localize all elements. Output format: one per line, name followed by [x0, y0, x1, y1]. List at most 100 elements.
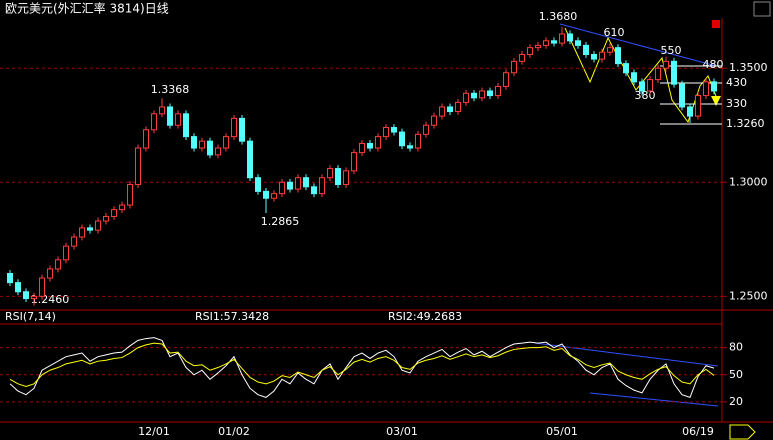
candle-body: [207, 140, 213, 156]
candle-body: [167, 106, 173, 126]
candle-body: [599, 51, 605, 60]
trend-line: [559, 23, 717, 67]
candle-body: [143, 129, 149, 149]
candle-body: [455, 101, 461, 113]
annotation: 550: [661, 44, 682, 57]
candle-body: [479, 90, 485, 99]
y-tick-label: 80: [729, 341, 743, 354]
scroll-arrow[interactable]: [729, 424, 756, 440]
candle-body: [343, 170, 349, 186]
candle-body: [271, 193, 277, 199]
candle-body: [71, 236, 77, 247]
wave-line: [564, 27, 717, 124]
candle-body: [423, 124, 429, 135]
x-tick-label: 06/19: [682, 425, 714, 438]
candle-body: [47, 268, 53, 279]
candle-body: [447, 106, 453, 113]
candle-body: [303, 177, 309, 188]
candle-body: [95, 220, 101, 231]
candle-body: [31, 295, 37, 300]
candle-body: [655, 67, 661, 81]
candle-body: [711, 81, 717, 92]
candle-body: [591, 54, 597, 60]
candle-body: [215, 147, 221, 156]
candle-body: [399, 131, 405, 147]
candle-body: [183, 113, 189, 138]
candle-body: [295, 177, 301, 190]
y-tick-label: 20: [729, 395, 743, 408]
candle-body: [55, 259, 61, 270]
window-button[interactable]: [753, 1, 771, 17]
candle-body: [247, 140, 253, 179]
candle-body: [431, 115, 437, 126]
candle-body: [527, 47, 533, 55]
candle-body: [135, 147, 141, 186]
candle-body: [695, 95, 701, 117]
candle-body: [335, 168, 341, 186]
y-tick-label: 1.3500: [729, 61, 768, 74]
legend-entry: RSI1:57.3428: [195, 310, 269, 323]
candle-body: [503, 72, 509, 87]
candle-body: [703, 81, 709, 97]
candle-body: [439, 106, 445, 117]
candle-body: [231, 117, 237, 138]
candle-body: [615, 47, 621, 65]
candle-body: [583, 44, 589, 55]
candle-body: [255, 177, 261, 192]
candle-body: [375, 136, 381, 149]
corner-marker: [712, 20, 720, 28]
candle-body: [159, 106, 165, 115]
candle-body: [679, 83, 685, 108]
candle-body: [119, 204, 125, 211]
candle-body: [39, 277, 45, 297]
arrow: [711, 96, 721, 106]
candle-body: [511, 60, 517, 74]
candle-body: [567, 33, 573, 42]
annotation: 430: [726, 76, 747, 89]
candle-body: [287, 181, 293, 190]
candle-body: [663, 60, 669, 69]
y-tick-label: 1.3000: [729, 175, 768, 188]
trend-line: [534, 342, 719, 367]
y-tick-label: 50: [729, 368, 743, 381]
candle-body: [551, 40, 557, 44]
candle-body: [15, 282, 21, 293]
candle-body: [407, 145, 413, 149]
candle-body: [311, 186, 317, 195]
annotation: 330: [726, 97, 747, 110]
candle-body: [279, 181, 285, 195]
candle-body: [127, 184, 133, 206]
candle-body: [151, 113, 157, 131]
candle-body: [87, 227, 93, 231]
candle-body: [175, 113, 181, 126]
chart-title: 欧元美元(外汇汇率 3814)日线: [5, 1, 169, 16]
candle-body: [263, 190, 269, 199]
x-tick-label: 01/02: [218, 425, 250, 438]
candle-body: [191, 136, 197, 149]
candle-body: [559, 33, 565, 44]
candle-body: [367, 142, 373, 149]
candle-body: [239, 117, 245, 142]
panel-title: RSI(7,14): [5, 310, 56, 323]
candle-body: [519, 54, 525, 62]
x-tick-label: 03/01: [386, 425, 418, 438]
annotation: 1.2865: [261, 215, 300, 228]
candle-body: [359, 142, 365, 154]
trend-line: [589, 392, 719, 407]
candle-body: [575, 40, 581, 46]
candle-body: [223, 136, 229, 149]
annotation: 610: [604, 26, 625, 39]
annotation: 480: [703, 58, 724, 71]
legend-entry: RSI2:49.2683: [388, 310, 462, 323]
candle-body: [23, 291, 29, 300]
candle-body: [351, 152, 357, 172]
x-tick-label: 12/01: [138, 425, 170, 438]
candle-body: [463, 92, 469, 103]
candle-body: [79, 227, 85, 238]
y-tick-label: 1.2500: [729, 289, 768, 302]
rsi-line: [9, 337, 715, 399]
candle-body: [471, 92, 477, 99]
annotation: 1.3368: [151, 83, 190, 96]
